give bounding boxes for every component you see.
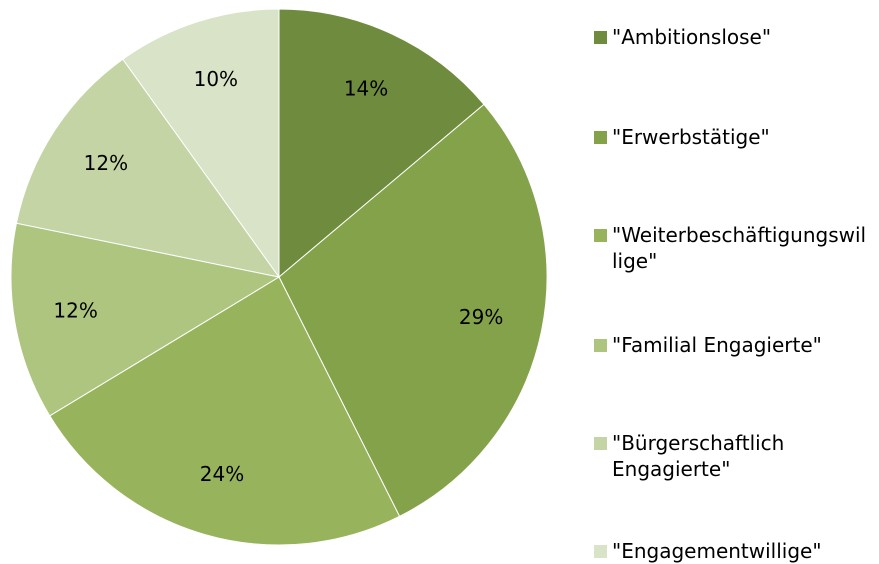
legend-swatch (594, 545, 607, 558)
data-label: 10% (194, 67, 238, 91)
data-label: 24% (200, 462, 244, 486)
data-label: 14% (344, 76, 388, 100)
legend-swatch (594, 339, 607, 352)
legend-swatch (594, 131, 607, 144)
pie-slice (278, 103, 548, 518)
pie-slice (278, 8, 485, 279)
legend-label: "Weiterbeschäftigungswillige" (612, 223, 867, 273)
legend-label: "Bürgerschaftlich Engagierte" (612, 431, 785, 481)
legend-swatch (594, 31, 607, 44)
legend-item: "Engagementwillige" (594, 538, 874, 564)
pie: 14% 29% 24% 12% 12% 10% (10, 8, 548, 546)
legend-label: "Familial Engagierte" (612, 333, 822, 357)
legend-item: "Erwerbstätige" (594, 124, 874, 150)
pie-slice (10, 222, 281, 417)
pie-slice (15, 58, 281, 278)
data-label: 29% (459, 305, 503, 329)
pie-slice (122, 8, 280, 279)
legend-swatch (594, 437, 607, 450)
legend-swatch (594, 229, 607, 242)
legend-item: "Ambitionslose" (594, 24, 874, 50)
legend-item: "Weiterbeschäftigungswillige" (594, 222, 874, 274)
pie-slice (49, 276, 401, 546)
data-label: 12% (53, 299, 97, 323)
legend-label: "Erwerbstätige" (612, 125, 770, 149)
legend-item: "Familial Engagierte" (594, 332, 874, 358)
data-label: 12% (84, 151, 128, 175)
legend-label: "Ambitionslose" (612, 25, 772, 49)
legend-item: "Bürgerschaftlich Engagierte" (594, 430, 874, 482)
legend-label: "Engagementwillige" (612, 539, 822, 563)
